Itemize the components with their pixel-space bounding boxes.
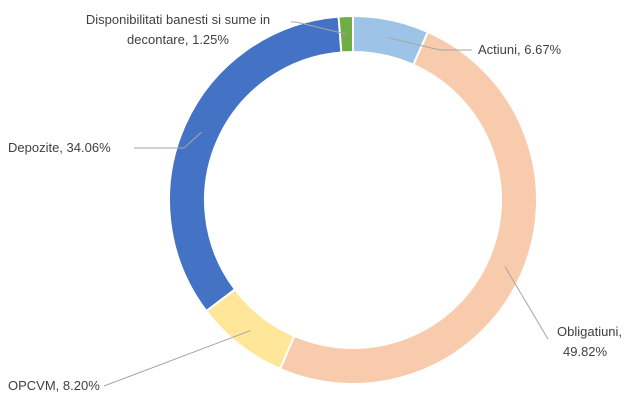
slice-obligatiuni <box>278 30 539 385</box>
data-label-line: OPCVM, 8.20% <box>8 378 100 393</box>
data-label-line: decontare, 1.25% <box>127 32 229 47</box>
leader-line-obligatiuni <box>504 266 549 340</box>
data-label-line: Disponibilitati banesti si sume in <box>86 12 270 27</box>
leader-line-depozite <box>134 131 202 149</box>
slice-depozite <box>168 15 343 313</box>
doughnut-slices <box>168 14 539 385</box>
leader-line-actiuni <box>387 37 472 51</box>
data-label-line: Actiuni, 6.67% <box>478 42 562 57</box>
data-label-disponibilitati-banesti-si-sume-in-decontare: Disponibilitati banesti si sume in decont… <box>86 12 270 47</box>
data-label-actiuni: Actiuni, 6.67% <box>478 42 562 57</box>
data-label-opcvm: OPCVM, 8.20% <box>8 378 100 393</box>
data-label-depozite: Depozite, 34.06% <box>8 140 111 155</box>
data-label-obligatiuni: Obligatiuni, 49.82% <box>557 324 622 359</box>
data-label-line: Depozite, 34.06% <box>8 140 111 155</box>
leader-line-disponibilitati-banesti-si-sume-in-decontare <box>291 21 347 35</box>
leader-lines <box>103 21 549 387</box>
leader-line-opcvm <box>103 330 251 387</box>
data-label-line: 49.82% <box>563 344 608 359</box>
data-labels: Actiuni, 6.67% Obligatiuni, 49.82% OPCVM, 8… <box>8 12 622 393</box>
data-label-line: Obligatiuni, <box>557 324 622 339</box>
